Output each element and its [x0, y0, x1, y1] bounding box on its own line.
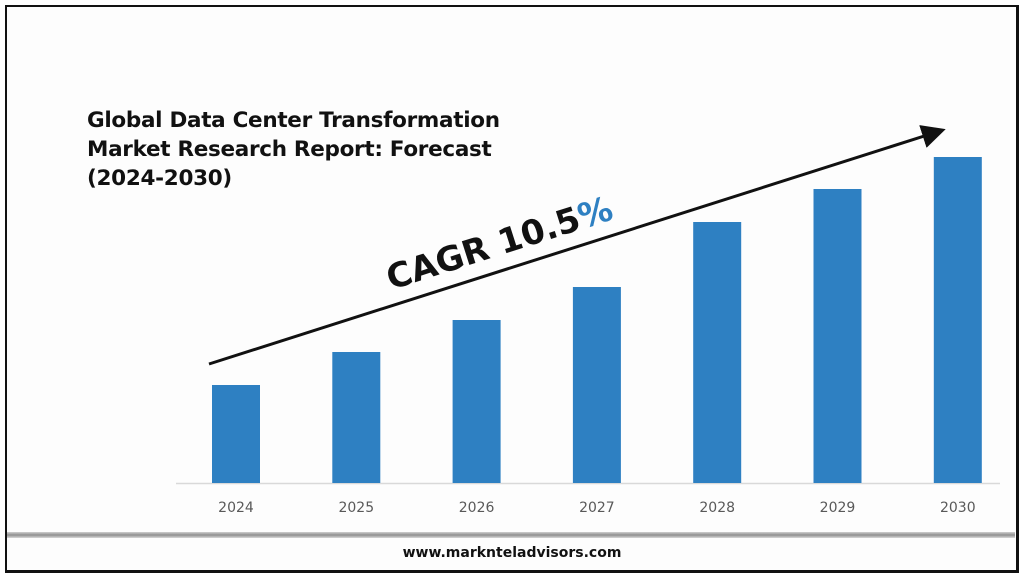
- bar-2027: [572, 287, 621, 483]
- cagr-value: CAGR 10.5: [382, 199, 586, 298]
- bar-2025: [332, 352, 381, 483]
- x-tick-label: 2029: [820, 500, 856, 516]
- x-tick-label: 2028: [699, 500, 735, 516]
- x-tick-label: 2026: [459, 500, 495, 516]
- bar-2029: [813, 189, 862, 483]
- x-tick-label: 2030: [940, 500, 976, 516]
- x-tick-label: 2027: [579, 500, 615, 516]
- bar-2028: [693, 222, 742, 483]
- x-tick-label: 2024: [218, 500, 254, 516]
- cagr-arrow: [208, 125, 946, 366]
- bar-2024: [212, 385, 260, 483]
- bar-2026: [452, 320, 501, 483]
- title-line-2: Market Research Report: Forecast: [87, 137, 492, 162]
- footer-divider: [7, 532, 1015, 538]
- chart-title: Global Data Center Transformation Market…: [87, 106, 500, 193]
- title-line-1: Global Data Center Transformation: [87, 108, 500, 133]
- footer-url: www.marknteladvisors.com: [402, 545, 622, 561]
- title-line-3: (2024-2030): [87, 166, 232, 191]
- bar-2030: [933, 157, 982, 483]
- x-tick-label: 2025: [338, 500, 374, 516]
